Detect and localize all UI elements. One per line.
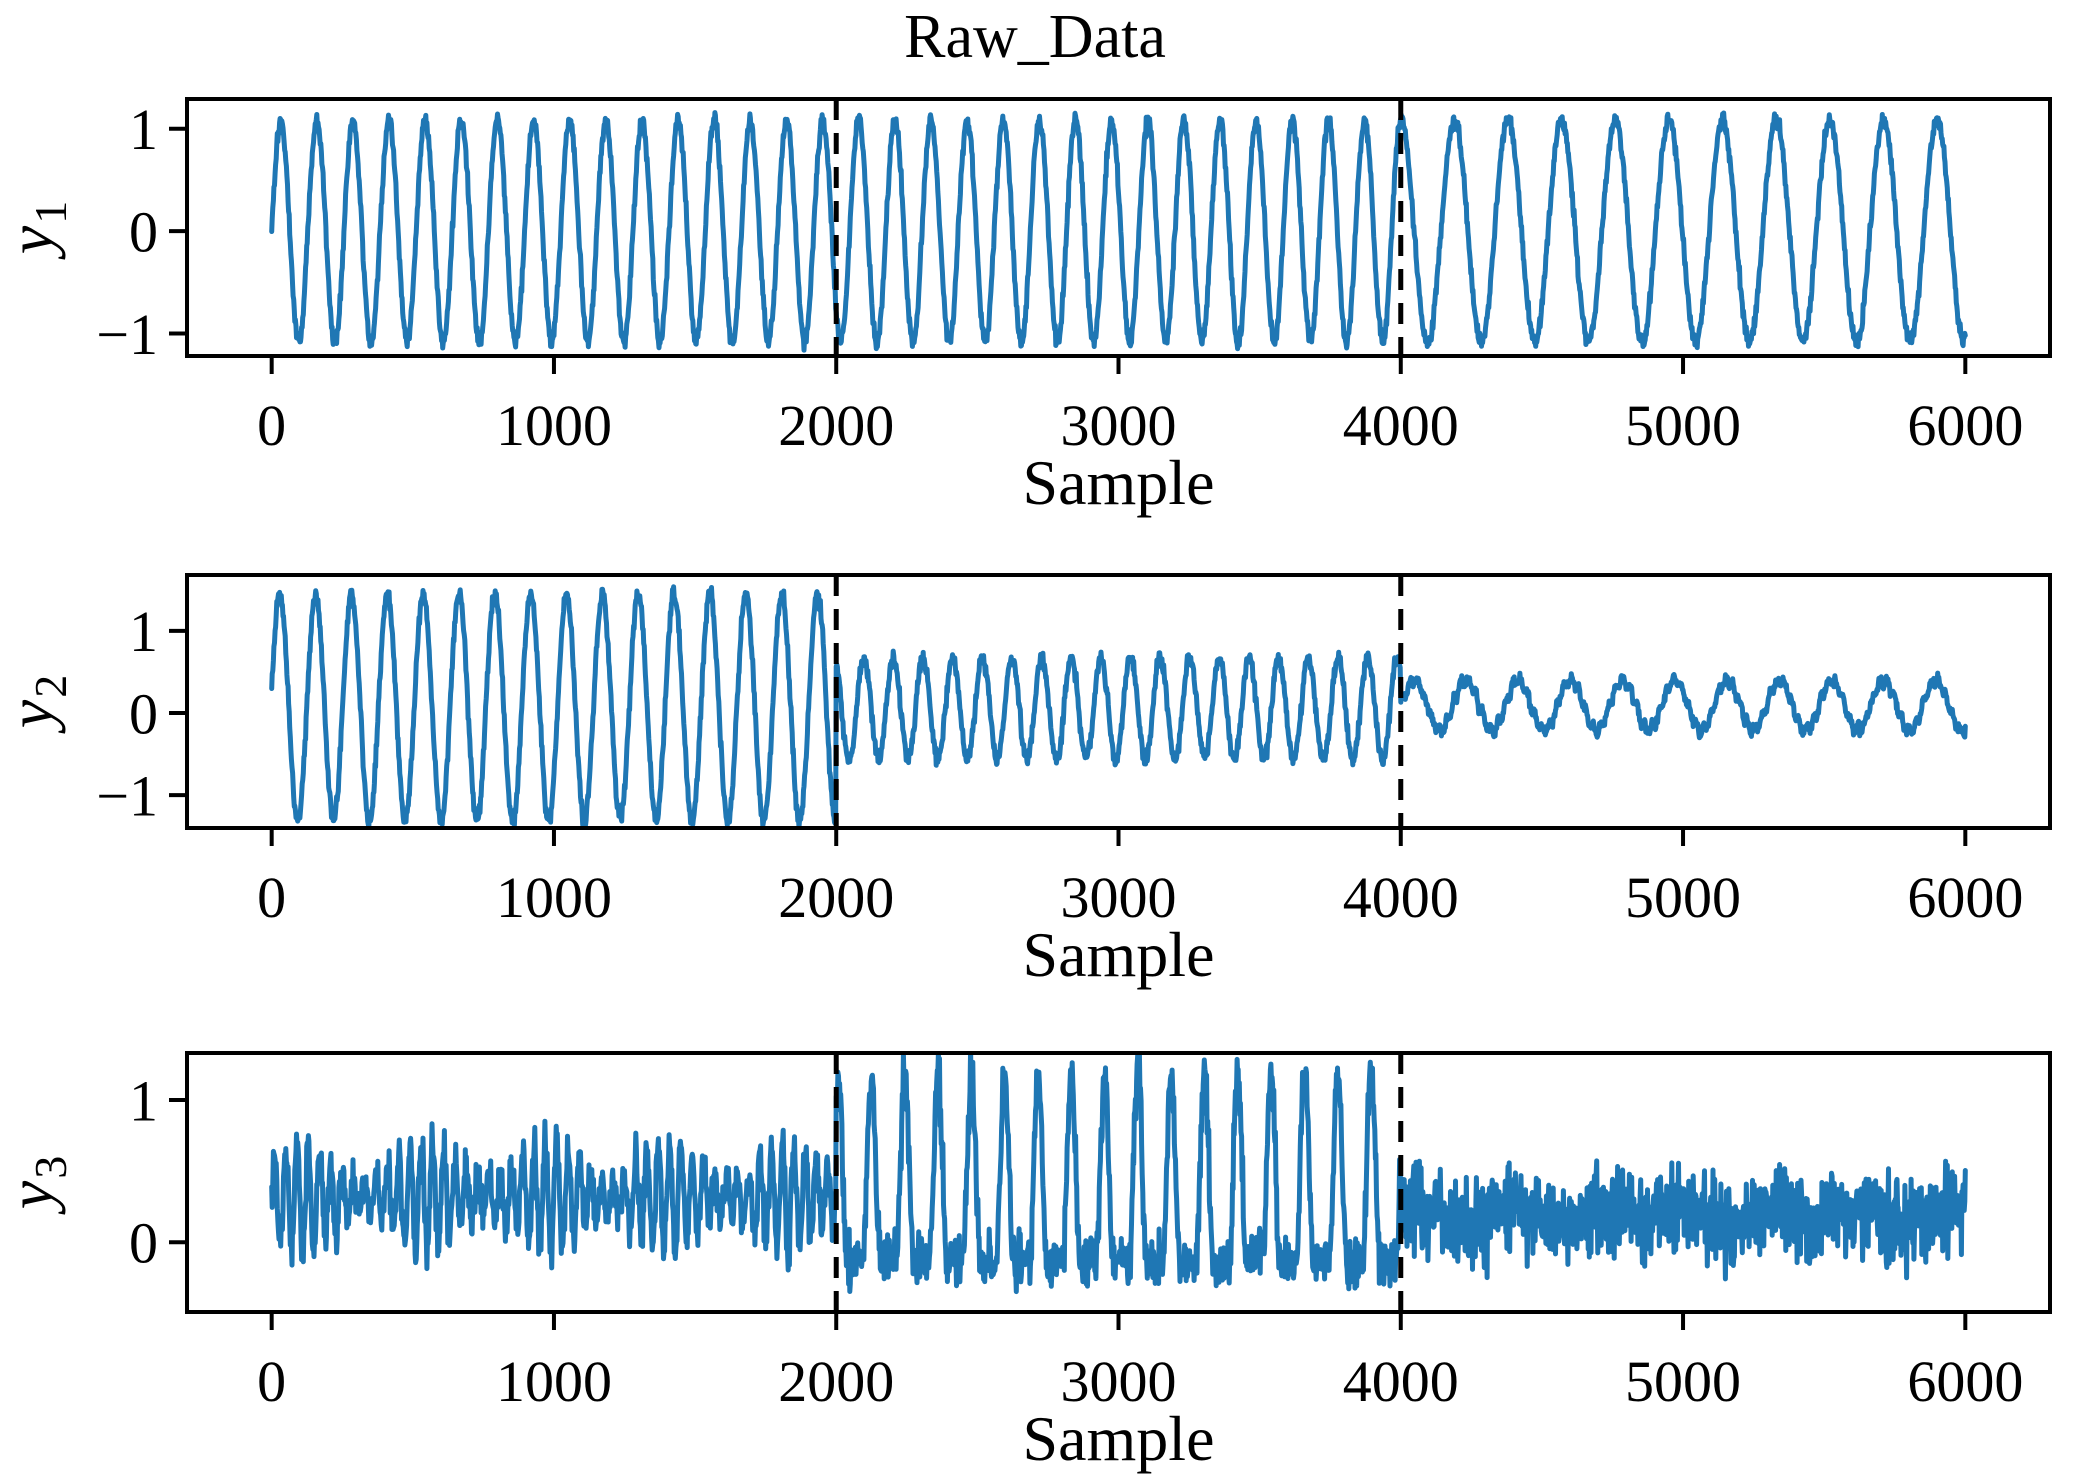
y-axis-label: y3 bbox=[0, 1156, 76, 1215]
x-tick-label: 1000 bbox=[496, 1349, 612, 1414]
y-tick-label: 0 bbox=[129, 199, 158, 264]
x-tick-label: 6000 bbox=[1907, 865, 2023, 930]
x-tick-label: 1000 bbox=[496, 865, 612, 930]
x-tick-label: 5000 bbox=[1625, 865, 1741, 930]
y-axis-label: y2 bbox=[0, 675, 76, 734]
subplot-y1: 0 1000 2000 3000 4000 5000 6000 1 0 −1 Sample y1 bbox=[0, 97, 2052, 518]
y-tick-label: 1 bbox=[129, 1068, 158, 1133]
y-tick-label: −1 bbox=[96, 302, 158, 367]
x-tick-label: 4000 bbox=[1343, 865, 1459, 930]
x-tick-label: 5000 bbox=[1625, 393, 1741, 458]
y-tick-label: −1 bbox=[96, 763, 158, 828]
series-y2 bbox=[269, 584, 1968, 828]
series-y3 bbox=[269, 1053, 1968, 1295]
x-tick-label: 0 bbox=[257, 1349, 286, 1414]
subplot-y3: 0 1000 2000 3000 4000 5000 6000 1 0 Sample y3 bbox=[0, 1051, 2052, 1474]
x-tick-label: 4000 bbox=[1343, 1349, 1459, 1414]
x-axis-label: Sample bbox=[1023, 447, 1215, 518]
x-tick-label: 0 bbox=[257, 865, 286, 930]
x-tick-label: 3000 bbox=[1061, 1349, 1177, 1414]
x-tick-label: 1000 bbox=[496, 393, 612, 458]
y-tick-label: 1 bbox=[129, 599, 158, 664]
x-axis-label: Sample bbox=[1023, 1403, 1215, 1474]
series-y1 bbox=[269, 110, 1968, 353]
y-tick-label: 1 bbox=[129, 97, 158, 162]
y-tick-label: 0 bbox=[129, 681, 158, 746]
x-tick-label: 6000 bbox=[1907, 1349, 2023, 1414]
x-tick-label: 2000 bbox=[778, 1349, 894, 1414]
x-tick-label: 2000 bbox=[778, 865, 894, 930]
x-tick-label: 0 bbox=[257, 393, 286, 458]
subplot-y2: 0 1000 2000 3000 4000 5000 6000 1 0 −1 Sample y2 bbox=[0, 573, 2052, 990]
y-axis-label: y1 bbox=[0, 201, 76, 260]
x-tick-label: 3000 bbox=[1061, 865, 1177, 930]
x-tick-label: 3000 bbox=[1061, 393, 1177, 458]
figure-title: Raw_Data bbox=[904, 3, 1166, 71]
x-tick-label: 6000 bbox=[1907, 393, 2023, 458]
x-tick-label: 2000 bbox=[778, 393, 894, 458]
x-tick-label: 4000 bbox=[1343, 393, 1459, 458]
y-tick-label: 0 bbox=[129, 1211, 158, 1276]
x-axis-label: Sample bbox=[1023, 919, 1215, 990]
x-tick-label: 5000 bbox=[1625, 1349, 1741, 1414]
